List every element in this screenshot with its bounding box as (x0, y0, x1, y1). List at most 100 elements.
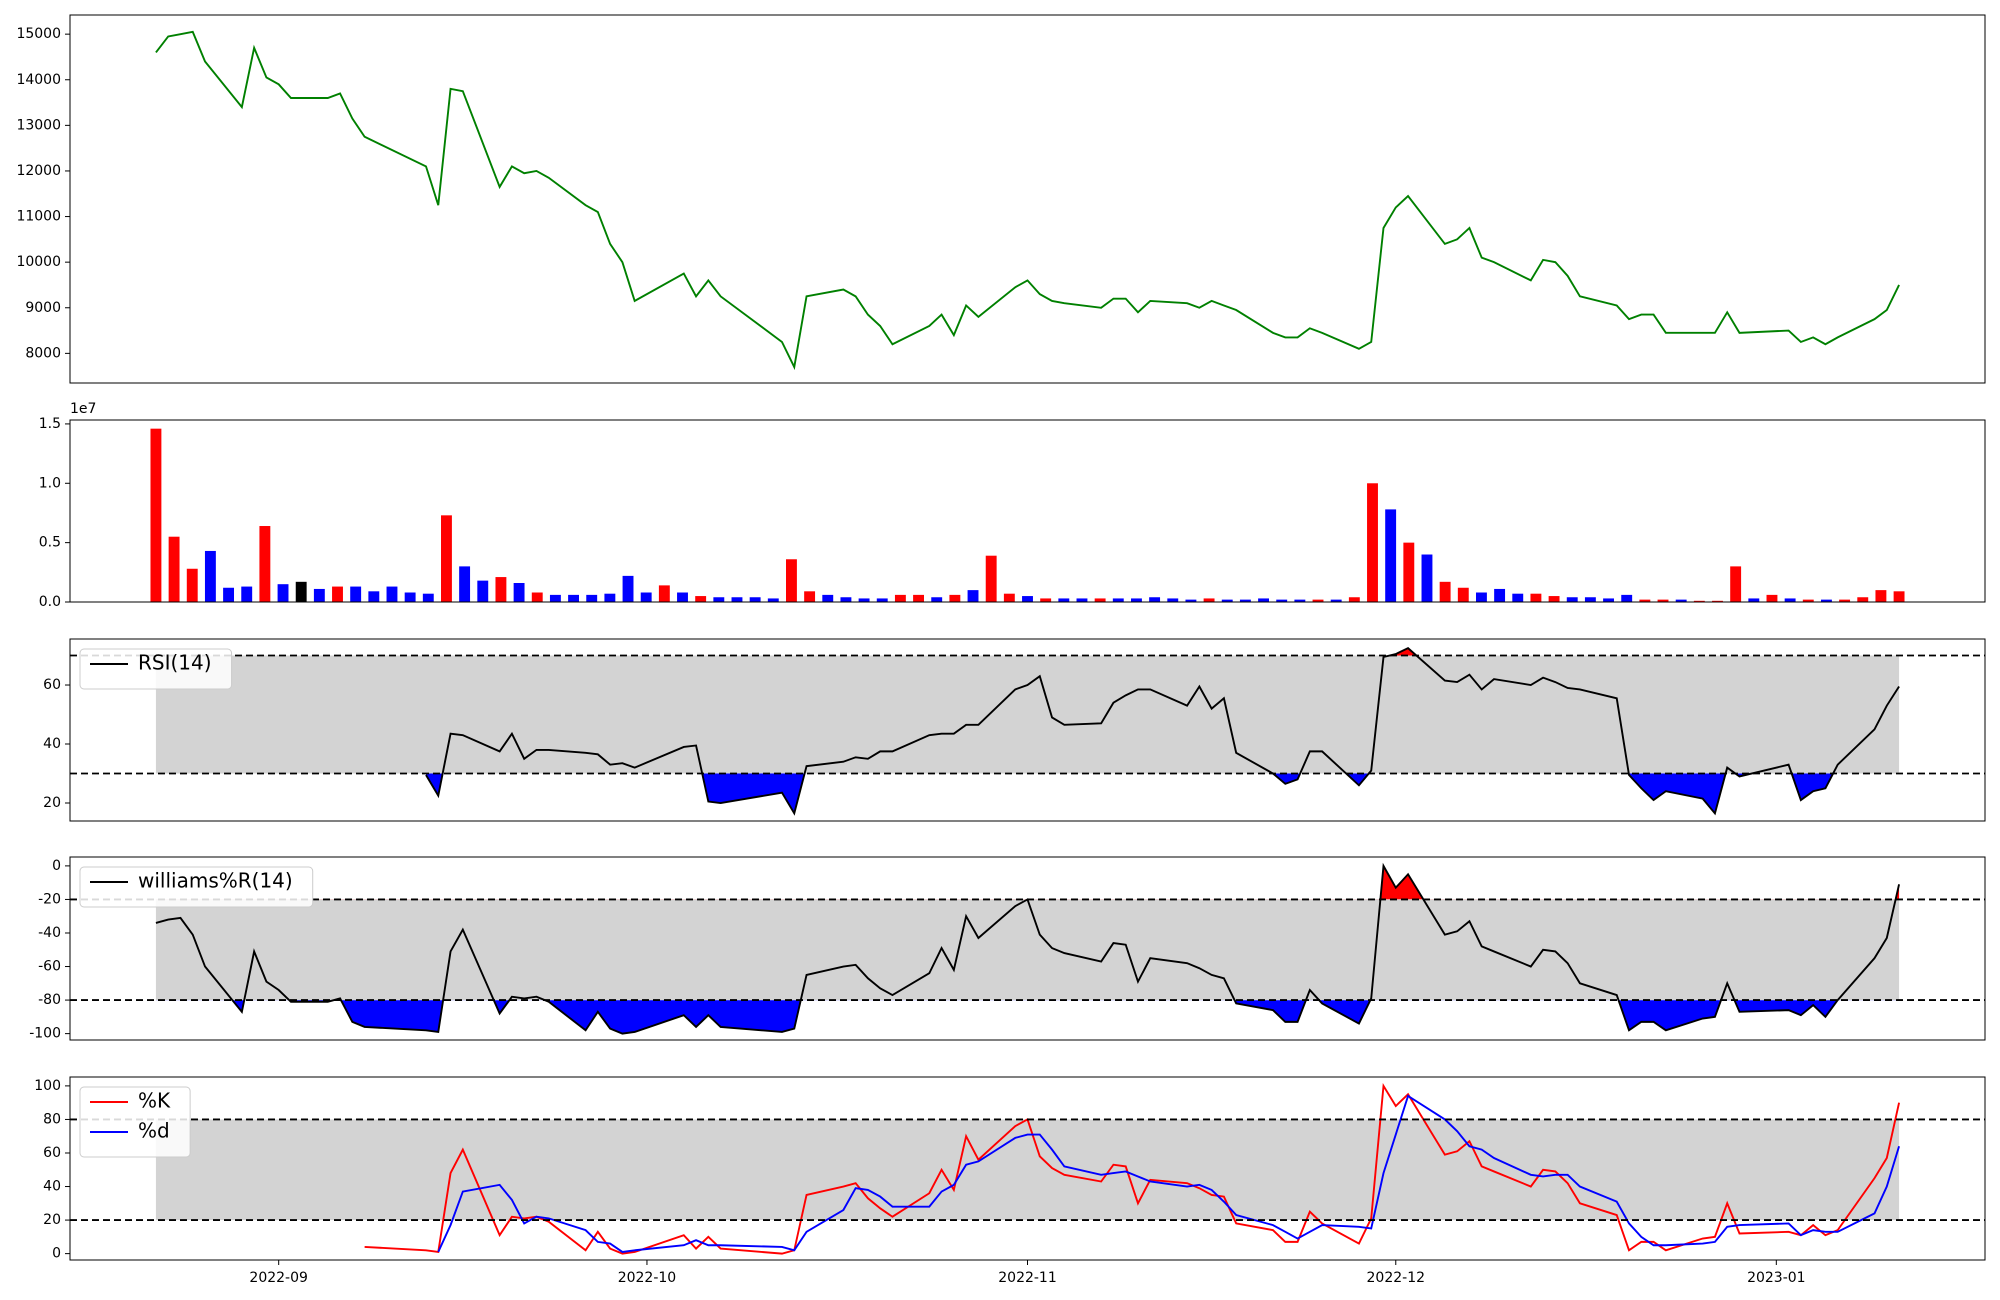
x-tick-label: 2022-12 (1367, 1270, 1426, 1286)
panel: 20 40 60 RSI(14) (43, 638, 1986, 822)
volume-bar (1112, 598, 1124, 602)
volume-bar (1675, 599, 1687, 602)
volume-bar (1875, 590, 1887, 602)
volume-bar (1857, 597, 1869, 602)
volume-bar (1258, 598, 1269, 602)
volume-bar (1203, 598, 1215, 602)
volume-bar (513, 583, 525, 602)
volume-bar (894, 594, 906, 602)
volume-bar (1802, 599, 1814, 602)
y-tick-label: 100 (34, 1078, 61, 1094)
y-tick-label: 20 (43, 1212, 61, 1228)
legend-box (79, 866, 314, 908)
fill-below (155, 1000, 1900, 1034)
panel: 8000 9000 10000 11000 12000 13000 14000 15000 (16, 14, 1986, 384)
volume-bar (241, 586, 253, 602)
y-tick-label: 20 (43, 795, 61, 811)
volume-bar (368, 591, 380, 602)
volume-bar (1584, 597, 1596, 602)
plot-frame (69, 638, 1986, 822)
volume-bar (204, 550, 216, 602)
series-line (155, 862, 1900, 1035)
volume-bar (332, 586, 343, 602)
y-tick-label: 40 (43, 736, 61, 752)
volume-bar (822, 594, 834, 602)
volume-bar (1784, 598, 1796, 602)
volume-bar (931, 597, 943, 602)
volume-bar (604, 593, 616, 602)
y-tick-label: -20 (38, 891, 61, 907)
volume-bar (1548, 596, 1560, 602)
volume-bar (949, 594, 961, 602)
volume-bar (1221, 599, 1233, 602)
x-tick-label: 2022-10 (618, 1270, 677, 1286)
volume-bar (1820, 599, 1832, 602)
volume-bar (441, 515, 452, 602)
volume-bar (1566, 597, 1578, 602)
volume-bar (1094, 598, 1106, 602)
volume-bar (1239, 599, 1251, 602)
y-tick-label: 0.0 (39, 594, 61, 610)
volume-bar (1185, 599, 1197, 602)
x-tick-label: 2022-11 (998, 1270, 1057, 1286)
volume-bar (1421, 554, 1433, 602)
volume-bar (1639, 599, 1651, 602)
volume-bar (223, 587, 235, 602)
y-tick-label: 60 (43, 677, 61, 693)
volume-bar (622, 575, 634, 602)
y-tick-label: 80 (43, 1111, 61, 1127)
threshold-band (155, 655, 1900, 774)
volume-bar (731, 597, 743, 602)
y-tick-label: 1.0 (39, 475, 61, 491)
y-tick-label: 0 (52, 1246, 61, 1262)
y-tick-label: 12000 (16, 163, 61, 179)
volume-bar (295, 581, 307, 602)
volume-bar (1130, 598, 1142, 602)
y-tick-label: -40 (38, 925, 61, 941)
plot-frame (69, 1076, 1986, 1261)
volume-bar (1457, 587, 1469, 602)
volume-bar (1494, 588, 1506, 602)
legend-box (79, 648, 233, 690)
volume-bar (640, 592, 652, 602)
volume-bar (858, 598, 870, 602)
volume-bar (1294, 599, 1306, 602)
panel: 0 20 40 60 80 100 2022-09 2022-10 2022-11 2022-12… (34, 1076, 1986, 1286)
y-tick-label: 40 (43, 1179, 61, 1195)
panel: 0 -20 -40 -60 -80 -100 williams%R(14) (29, 856, 1986, 1042)
y-tick-label: 15000 (16, 26, 61, 42)
y-tick-label: 14000 (16, 72, 61, 88)
volume-bar (658, 585, 670, 602)
y-tick-label: 10000 (16, 254, 61, 270)
legend: RSI(14) (79, 648, 233, 690)
volume-bar (1367, 483, 1378, 602)
volume-bar (713, 597, 725, 602)
volume-bar (477, 580, 489, 602)
legend: %K %d (79, 1086, 191, 1158)
volume-bar (1439, 581, 1451, 602)
volume-bar (840, 597, 852, 602)
volume-bar (1657, 599, 1669, 602)
volume-bar (549, 594, 561, 602)
volume-bar (1603, 598, 1614, 602)
fill-below (425, 773, 1900, 814)
volume-bar (350, 586, 362, 602)
series-line (425, 647, 1900, 816)
volume-bar (1730, 566, 1742, 602)
volume-bar (749, 597, 761, 602)
volume-bar (1712, 600, 1723, 602)
y-tick-label: 1.5 (39, 416, 61, 432)
volume-bar (422, 593, 434, 602)
volume-bar (1040, 598, 1052, 602)
series-line (364, 1082, 1900, 1255)
volume-bar (1512, 593, 1524, 602)
volume-bar (1022, 596, 1033, 602)
volume-bar (767, 598, 779, 602)
volume-bar (1348, 597, 1360, 602)
legend-label: RSI(14) (138, 651, 212, 675)
volume-bar (1748, 598, 1760, 602)
legend-box (79, 1086, 191, 1158)
volume-bar (985, 555, 997, 602)
legend-label: williams%R(14) (138, 869, 293, 893)
volume-bar (586, 594, 598, 602)
